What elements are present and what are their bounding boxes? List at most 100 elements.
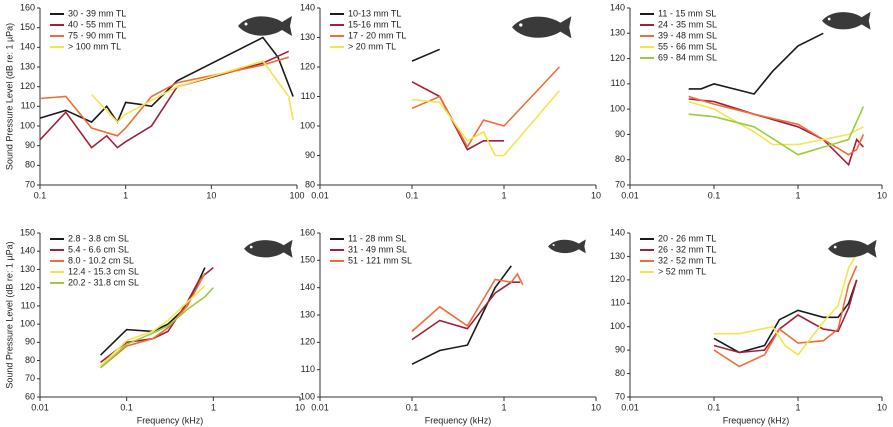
y-tick-label: 160 xyxy=(300,227,315,237)
x-tick-label: 10 xyxy=(295,402,305,412)
y-tick-label: 80 xyxy=(305,179,315,189)
y-tick-label: 100 xyxy=(610,321,625,331)
series-line xyxy=(412,282,520,339)
y-tick-label: 140 xyxy=(20,246,35,256)
y-tick-label: 120 xyxy=(300,61,315,71)
fish-body xyxy=(512,16,571,38)
fish-eye xyxy=(834,246,837,249)
x-tick-label: 1 xyxy=(501,190,506,200)
fish-eye xyxy=(553,244,555,246)
y-tick-label: 130 xyxy=(300,309,315,319)
y-tick-label: 110 xyxy=(21,300,35,310)
x-tick-label: 0.1 xyxy=(120,402,133,412)
y-tick-label: 100 xyxy=(610,104,625,114)
x-tick-label: 10 xyxy=(206,190,216,200)
y-tick-label: 90 xyxy=(305,150,315,160)
figure: 7080901001101201301401501600.1110100Soun… xyxy=(0,0,893,427)
y-tick-label: 110 xyxy=(611,78,625,88)
fish-eye xyxy=(828,18,831,21)
y-tick-label: 160 xyxy=(20,2,35,12)
legend-label: 2.8 - 3.8 cm SL xyxy=(68,233,129,243)
x-tick-label: 0.01 xyxy=(31,402,49,412)
y-tick-label: 80 xyxy=(615,154,625,164)
x-tick-label: 10 xyxy=(591,402,601,412)
legend-label: 51 - 121 mm SL xyxy=(348,255,412,265)
y-tick-label: 80 xyxy=(25,355,35,365)
x-tick-label: 0.1 xyxy=(406,402,419,412)
y-tick-label: 150 xyxy=(20,227,35,237)
series-line xyxy=(412,91,559,156)
series-line xyxy=(412,82,504,150)
legend-label: > 20 mm TL xyxy=(348,41,396,51)
y-tick-label: 70 xyxy=(615,179,625,189)
x-tick-label: 100 xyxy=(289,190,304,200)
y-tick-label: 140 xyxy=(610,227,625,237)
y-tick-label: 120 xyxy=(610,274,625,284)
y-tick-label: 90 xyxy=(25,140,35,150)
y-tick-label: 100 xyxy=(20,120,35,130)
y-tick-label: 60 xyxy=(25,391,35,401)
fish-icon xyxy=(238,16,292,36)
legend-label: 15-16 mm TL xyxy=(348,19,401,29)
series-line xyxy=(40,51,289,147)
y-tick-label: 130 xyxy=(20,264,35,274)
x-tick-label: 1 xyxy=(211,402,216,412)
y-tick-label: 120 xyxy=(20,282,35,292)
legend-label: 30 - 39 mm TL xyxy=(68,8,126,18)
fish-icon xyxy=(828,240,877,258)
series-line xyxy=(714,254,857,355)
legend-label: > 100 mm TL xyxy=(68,41,121,51)
fish-body xyxy=(548,239,586,253)
legend-label: 69 - 84 mm SL xyxy=(658,52,717,62)
y-tick-label: 120 xyxy=(20,81,35,91)
fish-body xyxy=(822,12,871,30)
x-tick-label: 0.1 xyxy=(406,190,419,200)
legend-label: > 52 mm TL xyxy=(658,266,706,276)
series-line xyxy=(689,97,864,155)
legend-label: 75 - 90 mm TL xyxy=(68,30,126,40)
y-tick-label: 90 xyxy=(25,337,35,347)
y-tick-label: 110 xyxy=(301,91,315,101)
y-tick-label: 140 xyxy=(300,2,315,12)
y-tick-label: 140 xyxy=(610,2,625,12)
y-tick-label: 110 xyxy=(611,298,625,308)
legend-label: 40 - 55 mm TL xyxy=(68,19,126,29)
legend-label: 55 - 66 mm SL xyxy=(658,41,717,51)
series-line xyxy=(412,266,511,364)
x-axis-label: Frequency (kHz) xyxy=(425,415,492,425)
y-tick-label: 70 xyxy=(25,373,35,383)
x-tick-label: 0.1 xyxy=(708,402,721,412)
y-tick-label: 90 xyxy=(615,129,625,139)
y-tick-label: 130 xyxy=(610,251,625,261)
y-tick-label: 140 xyxy=(20,42,35,52)
series-line xyxy=(412,49,440,61)
y-tick-label: 100 xyxy=(20,318,35,328)
x-tick-label: 0.01 xyxy=(311,402,329,412)
x-tick-label: 0.01 xyxy=(621,190,639,200)
y-tick-label: 110 xyxy=(301,364,315,374)
x-tick-label: 0.1 xyxy=(708,190,721,200)
y-tick-label: 130 xyxy=(300,32,315,42)
y-tick-label: 120 xyxy=(610,53,625,63)
x-tick-label: 0.01 xyxy=(621,402,639,412)
x-tick-label: 1 xyxy=(795,402,800,412)
x-tick-label: 0.01 xyxy=(311,190,329,200)
y-tick-label: 90 xyxy=(615,345,625,355)
fish-body xyxy=(244,240,293,258)
legend-label: 12.4 - 15.3 cm SL xyxy=(68,266,139,276)
x-tick-label: 10 xyxy=(591,190,601,200)
y-tick-label: 80 xyxy=(25,160,35,170)
fish-icon xyxy=(512,16,571,38)
legend-label: 11 - 28 mm SL xyxy=(348,233,406,243)
x-tick-label: 1 xyxy=(501,402,506,412)
fish-eye xyxy=(250,246,253,249)
series-line xyxy=(714,280,857,353)
legend-label: 20 - 26 mm TL xyxy=(658,233,716,243)
x-axis-label: Frequency (kHz) xyxy=(137,415,204,425)
legend-label: 5.4 - 6.6 cm SL xyxy=(68,244,129,254)
y-tick-label: 130 xyxy=(20,61,35,71)
legend-label: 10-13 mm TL xyxy=(348,8,401,18)
y-axis-label: Sound Pressure Level (dB re: 1 µPa) xyxy=(4,23,14,170)
y-tick-label: 130 xyxy=(610,28,625,38)
y-tick-label: 70 xyxy=(615,391,625,401)
